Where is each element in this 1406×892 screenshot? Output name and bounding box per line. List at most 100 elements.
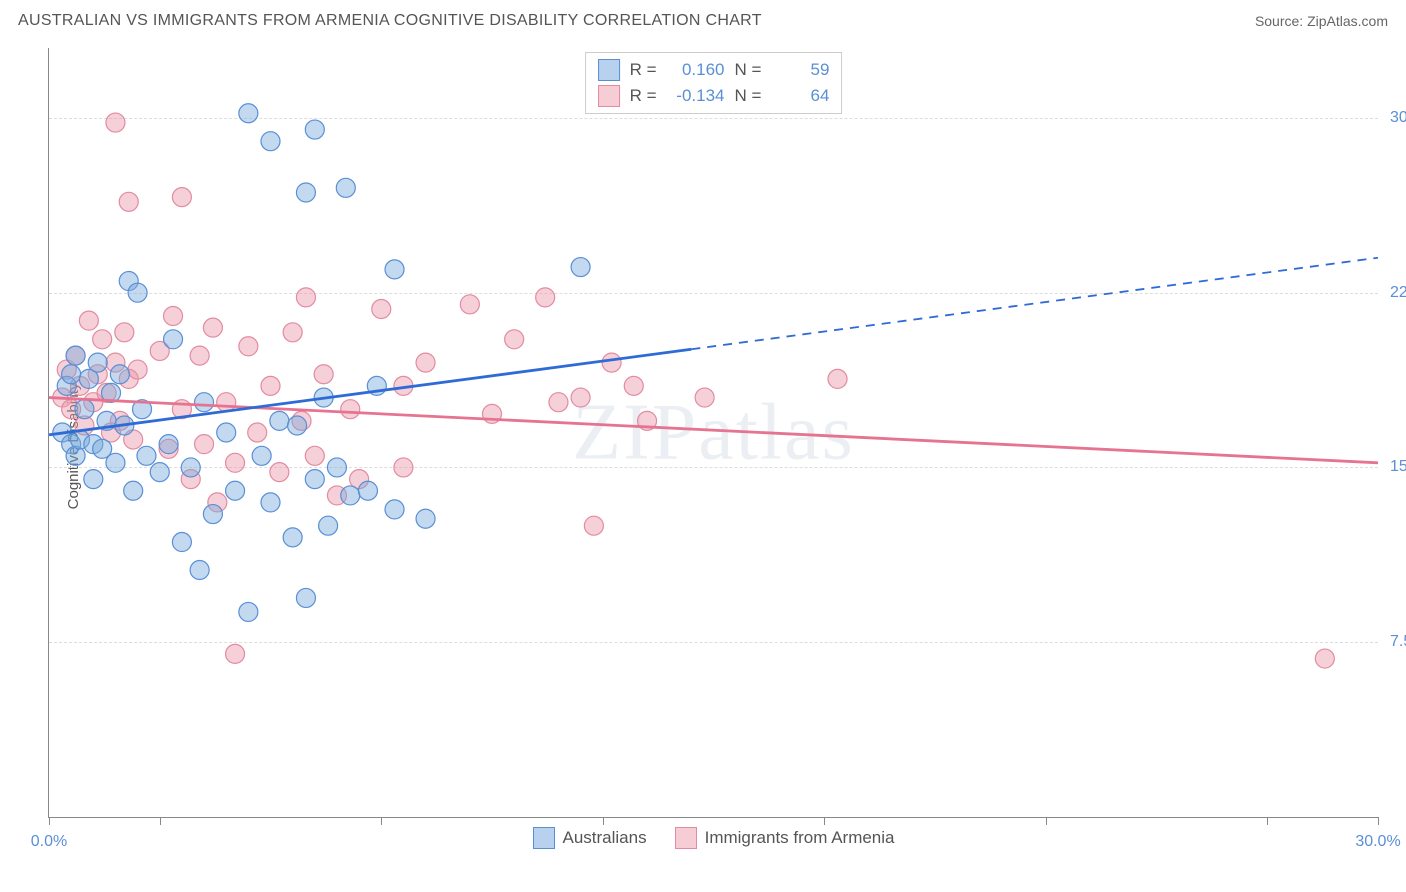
x-tick-label: 30.0% bbox=[1355, 833, 1400, 851]
data-point bbox=[283, 528, 302, 547]
data-point bbox=[341, 400, 360, 419]
series-b-name: Immigrants from Armenia bbox=[705, 828, 895, 848]
data-point bbox=[327, 458, 346, 477]
data-point bbox=[239, 602, 258, 621]
chart-header: AUSTRALIAN VS IMMIGRANTS FROM ARMENIA CO… bbox=[0, 0, 1406, 42]
y-tick-label: 22.5% bbox=[1382, 284, 1406, 302]
swatch-series-b bbox=[598, 85, 620, 107]
y-tick-label: 30.0% bbox=[1382, 109, 1406, 127]
data-point bbox=[115, 323, 134, 342]
n-value-a: 59 bbox=[771, 60, 829, 80]
data-point bbox=[172, 188, 191, 207]
legend-stats: R = 0.160 N = 59 R = -0.134 N = 64 bbox=[585, 52, 843, 114]
y-tick-label: 7.5% bbox=[1382, 633, 1406, 651]
data-point bbox=[584, 516, 603, 535]
chart-title: AUSTRALIAN VS IMMIGRANTS FROM ARMENIA CO… bbox=[18, 12, 762, 30]
data-point bbox=[172, 533, 191, 552]
r-label: R = bbox=[630, 60, 657, 80]
data-point bbox=[226, 453, 245, 472]
data-point bbox=[270, 411, 289, 430]
x-tick bbox=[49, 817, 50, 825]
data-point bbox=[195, 435, 214, 454]
swatch-series-a bbox=[533, 827, 555, 849]
y-tick-label: 15.0% bbox=[1382, 458, 1406, 476]
data-point bbox=[217, 423, 236, 442]
data-point bbox=[128, 283, 147, 302]
x-tick-label: 0.0% bbox=[31, 833, 67, 851]
n-label: N = bbox=[735, 86, 762, 106]
data-point bbox=[602, 353, 621, 372]
r-value-a: 0.160 bbox=[667, 60, 725, 80]
data-point bbox=[261, 376, 280, 395]
data-point bbox=[536, 288, 555, 307]
legend-item-a: Australians bbox=[533, 827, 647, 849]
x-tick bbox=[381, 817, 382, 825]
data-point bbox=[1315, 649, 1334, 668]
data-point bbox=[164, 330, 183, 349]
data-point bbox=[261, 132, 280, 151]
data-point bbox=[372, 299, 391, 318]
data-point bbox=[296, 288, 315, 307]
data-point bbox=[571, 388, 590, 407]
swatch-series-a bbox=[598, 59, 620, 81]
chart-canvas bbox=[49, 48, 1378, 817]
data-point bbox=[66, 346, 85, 365]
data-point bbox=[296, 588, 315, 607]
data-point bbox=[549, 393, 568, 412]
data-point bbox=[75, 400, 94, 419]
data-point bbox=[106, 453, 125, 472]
data-point bbox=[110, 365, 129, 384]
x-tick bbox=[1378, 817, 1379, 825]
data-point bbox=[624, 376, 643, 395]
data-point bbox=[261, 493, 280, 512]
data-point bbox=[84, 470, 103, 489]
data-point bbox=[124, 481, 143, 500]
data-point bbox=[358, 481, 377, 500]
data-point bbox=[119, 192, 138, 211]
data-point bbox=[248, 423, 267, 442]
data-point bbox=[62, 365, 81, 384]
r-value-b: -0.134 bbox=[667, 86, 725, 106]
data-point bbox=[226, 644, 245, 663]
regression-line bbox=[49, 349, 691, 435]
data-point bbox=[203, 505, 222, 524]
data-point bbox=[93, 330, 112, 349]
data-point bbox=[203, 318, 222, 337]
data-point bbox=[336, 178, 355, 197]
x-tick bbox=[160, 817, 161, 825]
swatch-series-b bbox=[675, 827, 697, 849]
data-point bbox=[505, 330, 524, 349]
regression-line-dashed bbox=[691, 258, 1378, 350]
n-label: N = bbox=[735, 60, 762, 80]
data-point bbox=[416, 509, 435, 528]
n-value-b: 64 bbox=[771, 86, 829, 106]
data-point bbox=[314, 365, 333, 384]
legend-stats-row-b: R = -0.134 N = 64 bbox=[598, 83, 830, 109]
legend-item-b: Immigrants from Armenia bbox=[675, 827, 895, 849]
data-point bbox=[319, 516, 338, 535]
data-point bbox=[305, 446, 324, 465]
data-point bbox=[88, 353, 107, 372]
data-point bbox=[79, 311, 98, 330]
x-tick bbox=[824, 817, 825, 825]
data-point bbox=[385, 500, 404, 519]
r-label: R = bbox=[630, 86, 657, 106]
data-point bbox=[217, 393, 236, 412]
data-point bbox=[571, 258, 590, 277]
data-point bbox=[195, 393, 214, 412]
legend-stats-row-a: R = 0.160 N = 59 bbox=[598, 57, 830, 83]
x-tick bbox=[1267, 817, 1268, 825]
x-tick bbox=[1046, 817, 1047, 825]
x-tick bbox=[603, 817, 604, 825]
legend-series: Australians Immigrants from Armenia bbox=[533, 827, 895, 849]
chart-source: Source: ZipAtlas.com bbox=[1255, 13, 1388, 29]
data-point bbox=[305, 470, 324, 489]
data-point bbox=[239, 337, 258, 356]
data-point bbox=[190, 346, 209, 365]
data-point bbox=[252, 446, 271, 465]
data-point bbox=[159, 435, 178, 454]
data-point bbox=[128, 360, 147, 379]
data-point bbox=[341, 486, 360, 505]
data-point bbox=[150, 463, 169, 482]
data-point bbox=[106, 113, 125, 132]
